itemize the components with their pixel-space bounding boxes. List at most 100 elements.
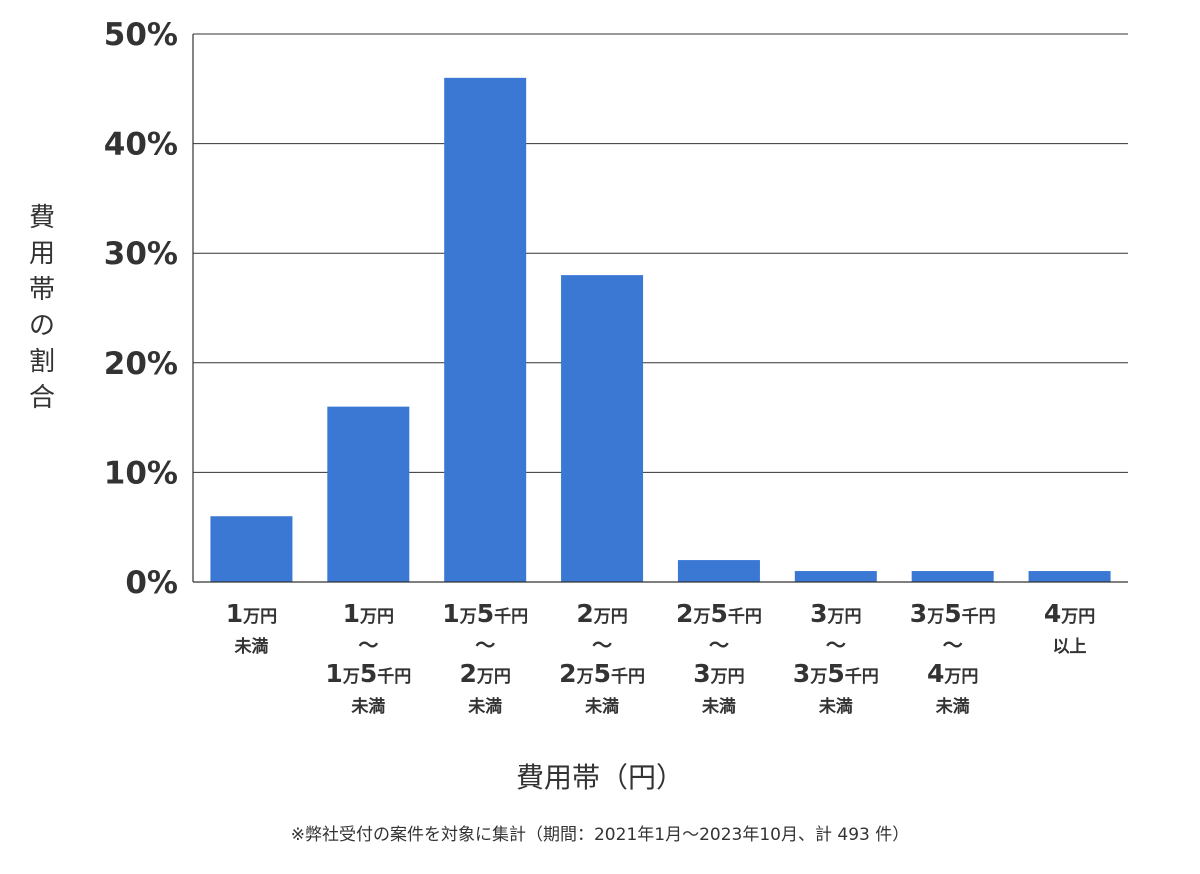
category-label-part: 未満 <box>818 696 853 717</box>
footnote: ※弊社受付の案件を対象に集計（期間：2021年1月〜2023年10月、計 493… <box>290 825 910 845</box>
y-tick-label: 40% <box>104 127 178 163</box>
bar <box>444 77 527 582</box>
category-label: 2万円 <box>459 659 510 688</box>
bar <box>911 571 994 582</box>
category-label: 〜 <box>592 633 612 657</box>
category-label: 〜 <box>358 633 378 657</box>
category-label-part: 2 <box>576 599 593 628</box>
category-label: 3万5千円 <box>793 659 879 688</box>
category-label-part: 5 <box>944 599 961 628</box>
x-axis-label: 費用帯（円） <box>515 761 684 794</box>
bar <box>327 406 410 582</box>
y-tick-label: 30% <box>104 236 178 272</box>
category-label-part: 万 <box>576 667 594 687</box>
category-label-part: 万 <box>692 607 710 627</box>
category-label-part: 〜 <box>358 633 378 657</box>
bar <box>677 560 760 582</box>
category-label: 2万5千円 <box>559 659 645 688</box>
category-label: 3万円 <box>693 659 744 688</box>
category-label-part: 万円 <box>359 607 394 627</box>
category-label: 未満 <box>467 696 502 717</box>
category-label-part: 1 <box>343 599 360 628</box>
bar <box>561 275 644 582</box>
category-label-part: 3 <box>810 599 827 628</box>
category-label-part: 万 <box>459 607 477 627</box>
category-label-part: 〜 <box>475 633 495 657</box>
category-label-part: 万円 <box>476 667 511 687</box>
category-label-part: 2 <box>676 599 693 628</box>
bars <box>210 77 1111 582</box>
y-tick-label: 0% <box>125 565 178 601</box>
category-labels: 1万円未満1万円〜1万5千円未満1万5千円〜2万円未満2万円〜2万5千円未満2万… <box>226 599 1096 717</box>
category-label-part: 1 <box>442 599 459 628</box>
category-label-part: 4 <box>1044 599 1061 628</box>
y-axis-label: 費用帯の割合 <box>28 203 55 413</box>
category-label-part: 千円 <box>611 667 645 687</box>
category-label-part: 万円 <box>242 607 277 627</box>
bar <box>210 516 293 582</box>
category-label-part: 〜 <box>826 633 846 657</box>
category-label: 2万5千円 <box>676 599 762 628</box>
category-label: 未満 <box>233 636 268 657</box>
y-tick-labels: 0% 10% 20% 30% 40% 50% <box>104 17 178 601</box>
category-label: 1万円 <box>343 599 394 628</box>
category-label: 2万円 <box>576 599 627 628</box>
category-label-part: 3 <box>910 599 927 628</box>
category-label-part: 未満 <box>701 696 736 717</box>
category-label-part: 5 <box>594 659 611 688</box>
category-label-part: 3 <box>793 659 810 688</box>
category-label-part: 万円 <box>827 607 862 627</box>
category-label-part: 万 <box>926 607 944 627</box>
category-label: 未満 <box>584 696 619 717</box>
category-label: 〜 <box>475 633 495 657</box>
category-label-part: 未満 <box>350 696 385 717</box>
category-label: 未満 <box>818 696 853 717</box>
category-label-part: 千円 <box>494 607 528 627</box>
category-label-part: 1 <box>325 659 342 688</box>
category-label-part: 3 <box>693 659 710 688</box>
category-label-part: 5 <box>827 659 844 688</box>
category-label-part: 2 <box>459 659 476 688</box>
category-label-part: 〜 <box>592 633 612 657</box>
category-label: 3万5千円 <box>910 599 996 628</box>
category-label-part: 万 <box>809 667 827 687</box>
category-label-part: 万円 <box>943 667 978 687</box>
category-label-part: 未満 <box>584 696 619 717</box>
category-label: 1万5千円 <box>325 659 411 688</box>
category-label: 未満 <box>935 696 970 717</box>
y-tick-label: 50% <box>104 17 178 53</box>
category-label-part: 5 <box>360 659 377 688</box>
category-label-part: 5 <box>477 599 494 628</box>
category-label-part: 千円 <box>728 607 762 627</box>
category-label-part: 千円 <box>377 667 411 687</box>
axes <box>192 34 1128 583</box>
category-label-part: 〜 <box>709 633 729 657</box>
category-label-part: 万 <box>342 667 360 687</box>
category-label: 以上 <box>1053 637 1087 657</box>
category-label-part: 千円 <box>845 667 879 687</box>
category-label: 未満 <box>701 696 736 717</box>
category-label: 1万円 <box>226 599 277 628</box>
category-label: 4万円 <box>1044 599 1095 628</box>
gridlines <box>193 33 1128 473</box>
category-label-part: 未満 <box>467 696 502 717</box>
category-label-part: 万円 <box>710 667 745 687</box>
category-label: 1万5千円 <box>442 599 528 628</box>
y-tick-label: 10% <box>104 455 178 491</box>
category-label-part: 1 <box>226 599 243 628</box>
category-label: 3万円 <box>810 599 861 628</box>
category-label: 4万円 <box>927 659 978 688</box>
category-label-part: 4 <box>927 659 944 688</box>
category-label-part: 万円 <box>593 607 628 627</box>
bar <box>1028 571 1111 582</box>
category-label: 〜 <box>709 633 729 657</box>
category-label-part: 未満 <box>233 636 268 657</box>
category-label-part: 万円 <box>1060 607 1095 627</box>
y-tick-label: 20% <box>104 346 178 382</box>
category-label: 未満 <box>350 696 385 717</box>
category-label: 〜 <box>943 633 963 657</box>
bar <box>794 571 877 582</box>
category-label-part: 2 <box>559 659 576 688</box>
category-label-part: 未満 <box>935 696 970 717</box>
